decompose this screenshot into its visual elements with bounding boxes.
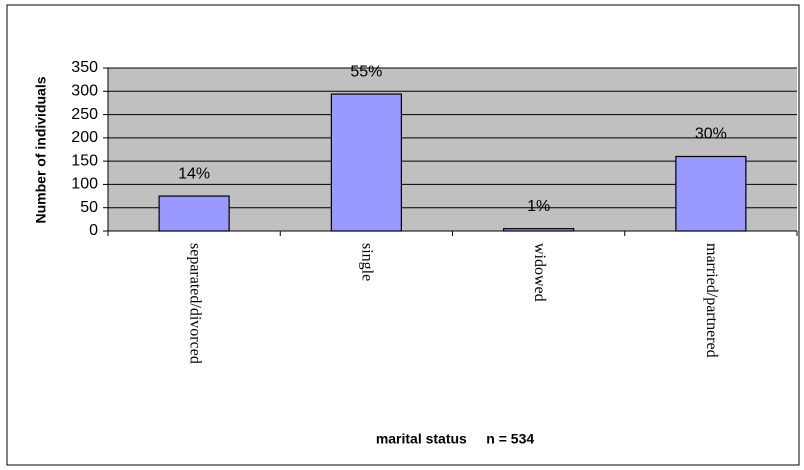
data-label: 1%	[527, 198, 550, 215]
bar	[330, 93, 402, 232]
y-axis-title: Number of individuals	[33, 76, 49, 223]
y-tick-label: 350	[71, 59, 98, 76]
y-tick-label: 200	[71, 129, 98, 146]
y-tick-label: 50	[80, 199, 98, 216]
y-tick-label: 150	[71, 152, 98, 169]
x-tick-label: single	[359, 243, 376, 281]
data-label: 30%	[695, 126, 727, 143]
bar	[158, 195, 230, 232]
data-label: 14%	[178, 165, 210, 182]
x-axis-title: marital status n = 534	[376, 431, 535, 447]
y-tick-label: 0	[89, 222, 98, 239]
y-tick-label: 300	[71, 83, 98, 100]
y-tick-label: 250	[71, 106, 98, 123]
y-tick-label: 100	[71, 176, 98, 193]
bar	[503, 228, 575, 232]
data-label: 55%	[350, 63, 382, 80]
x-tick-label: married/partnered	[703, 243, 720, 358]
bar	[675, 155, 747, 232]
x-tick-label: separated/divorced	[186, 243, 203, 364]
x-tick-label: widowed	[531, 243, 548, 302]
